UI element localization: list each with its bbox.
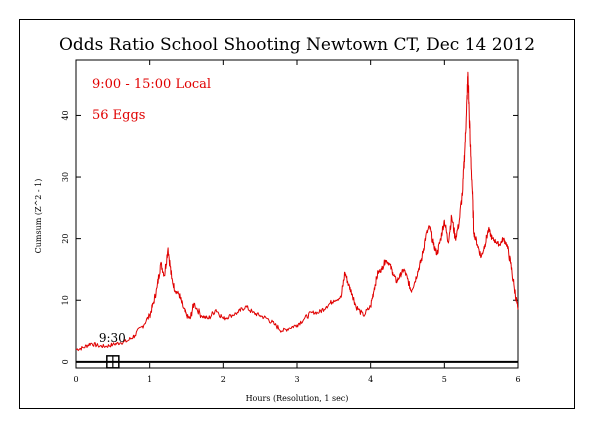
y-axis-label: Cumsum (Z^2 - 1) — [34, 179, 43, 254]
y-tick-label: 10 — [61, 295, 70, 305]
plot-area — [75, 59, 519, 369]
x-tick-label: 5 — [442, 375, 447, 384]
x-tick-label: 4 — [368, 375, 373, 384]
event-marker: 9:30 — [99, 331, 126, 369]
x-tick-label: 0 — [73, 375, 78, 384]
chart-title: Odds Ratio School Shooting Newtown CT, D… — [59, 35, 535, 55]
event-marker-label: 9:30 — [99, 331, 126, 345]
annotation-egg-count: 56 Eggs — [92, 108, 145, 123]
series-line — [75, 71, 519, 352]
y-tick-label: 20 — [61, 234, 70, 244]
chart-frame — [19, 19, 575, 409]
annotation-time-range: 9:00 - 15:00 Local — [92, 77, 211, 92]
x-tick-label: 6 — [515, 375, 520, 384]
x-tick-label: 3 — [294, 375, 299, 384]
x-tick-label: 1 — [147, 375, 152, 384]
y-tick-label: 30 — [61, 172, 70, 182]
x-axis: 0 1 2 3 4 5 6 — [73, 60, 521, 384]
y-axis: 0 10 20 30 40 — [61, 110, 518, 364]
x-axis-label: Hours (Resolution, 1 sec) — [246, 394, 349, 403]
y-tick-label: 40 — [61, 110, 70, 120]
y-tick-label: 0 — [61, 359, 70, 364]
x-tick-label: 2 — [221, 375, 226, 384]
